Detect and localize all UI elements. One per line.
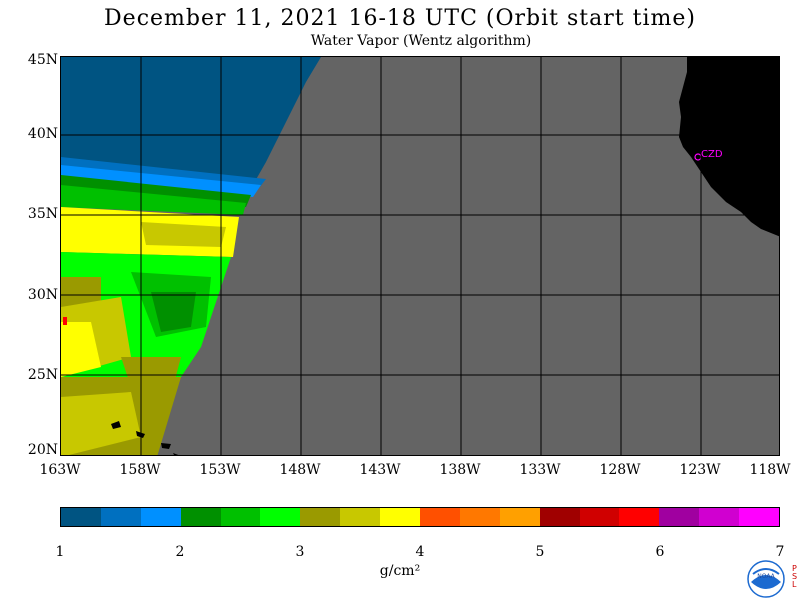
lon-label-158w: 158W (119, 462, 161, 478)
color-scale-segment (739, 508, 780, 526)
color-scale-segment (499, 508, 540, 526)
color-scale-segment (420, 508, 460, 526)
noaa-logo[interactable]: NOAA (747, 560, 785, 598)
lon-label-143w: 143W (359, 462, 401, 478)
lat-label-25n: 25N (27, 367, 58, 383)
color-scale-segment (340, 508, 381, 526)
lat-label-40n: 40N (27, 126, 58, 142)
map-subtitle: Water Vapor (Wentz algorithm) (310, 33, 532, 49)
color-scale-segment (699, 508, 740, 526)
lon-label-133w: 133W (519, 462, 561, 478)
color-scale-bar (60, 507, 780, 527)
color-scale-segment (260, 508, 301, 526)
color-scale-segment (300, 508, 341, 526)
color-scale-segment (380, 508, 421, 526)
scale-tick-3: 3 (295, 544, 305, 560)
units-label: g/cm² (379, 563, 421, 579)
lon-label-128w: 128W (599, 462, 641, 478)
scale-tick-4: 4 (415, 544, 425, 560)
color-scale-segment (619, 508, 660, 526)
map-canvas: CZD (61, 57, 779, 455)
lat-label-20n: 20N (27, 442, 58, 458)
lon-label-148w: 148W (279, 462, 321, 478)
station-label: CZD (701, 149, 723, 160)
lon-label-123w: 123W (679, 462, 721, 478)
lat-label-30n: 30N (27, 287, 58, 303)
lon-label-138w: 138W (439, 462, 481, 478)
lon-label-118w: 118W (749, 462, 791, 478)
scale-tick-2: 2 (175, 544, 185, 560)
scale-tick-5: 5 (535, 544, 545, 560)
map-grid (61, 57, 779, 455)
water-vapor-map: CZD (60, 56, 780, 456)
land-mass (679, 57, 779, 237)
map-title: December 11, 2021 16-18 UTC (Orbit start… (104, 6, 696, 31)
color-scale-segment (140, 508, 181, 526)
data-swath (61, 57, 321, 455)
color-scale-segment (659, 508, 700, 526)
color-scale-segment (61, 508, 101, 526)
color-scale-segment (180, 508, 221, 526)
noaa-logo-text: NOAA (757, 573, 775, 580)
color-scale-segment (100, 508, 141, 526)
scale-tick-6: 6 (655, 544, 665, 560)
lon-label-163w: 163W (39, 462, 81, 478)
lon-label-153w: 153W (199, 462, 241, 478)
color-scale-segment (220, 508, 261, 526)
color-scale-segment (579, 508, 620, 526)
lat-label-35n: 35N (27, 206, 58, 222)
lat-label-45n: 45N (27, 52, 58, 68)
color-scale-segment (539, 508, 580, 526)
color-scale-segment (459, 508, 500, 526)
scale-tick-7: 7 (775, 544, 785, 560)
scale-tick-1: 1 (55, 544, 65, 560)
